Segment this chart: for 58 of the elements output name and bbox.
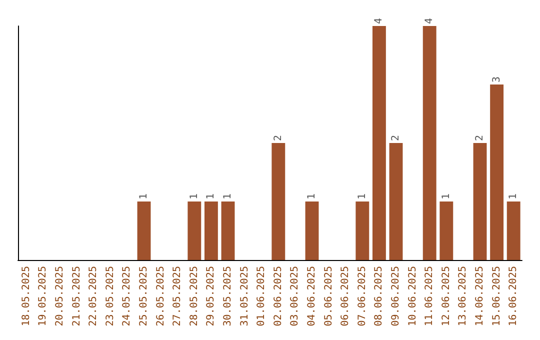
x-tick-label: 07.06.2025	[356, 266, 368, 326]
data-label: 2	[272, 134, 284, 141]
data-label: 4	[374, 18, 385, 24]
bar	[356, 202, 370, 260]
x-tick-label: 16.06.2025	[508, 266, 520, 326]
x-tick-label: 05.06.2025	[323, 266, 334, 326]
data-label: 1	[306, 193, 318, 200]
x-tick-label: 09.06.2025	[390, 266, 402, 326]
data-label: 2	[390, 134, 402, 141]
x-tick-label: 30.05.2025	[222, 266, 234, 326]
x-tick-label: 23.05.2025	[104, 266, 116, 326]
x-tick-label: 06.06.2025	[340, 266, 352, 326]
bar	[422, 26, 436, 260]
data-label: 4	[424, 18, 436, 24]
x-tick-label: 14.06.2025	[474, 266, 486, 326]
data-label: 1	[188, 193, 200, 200]
x-tick-label: 20.05.2025	[54, 266, 66, 326]
x-tick-label: 28.05.2025	[188, 266, 200, 326]
x-tick-label: 04.06.2025	[306, 266, 318, 326]
bar	[204, 202, 218, 260]
x-tick-label: 01.06.2025	[256, 266, 268, 326]
bar	[490, 84, 504, 260]
x-tick-label: 21.05.2025	[71, 266, 82, 326]
bar	[221, 202, 235, 260]
x-tick-label: 15.06.2025	[491, 266, 502, 326]
bar	[188, 202, 202, 260]
data-label: 2	[474, 134, 486, 141]
x-tick-label: 18.05.2025	[20, 266, 32, 326]
data-label: 1	[138, 193, 150, 200]
x-tick-label: 08.06.2025	[374, 266, 385, 326]
data-label: 1	[508, 193, 520, 200]
data-label: 1	[222, 193, 234, 200]
x-tick-label: 12.06.2025	[440, 266, 452, 326]
bar	[272, 143, 286, 260]
x-tick-label: 27.05.2025	[172, 266, 184, 326]
bar	[389, 143, 403, 260]
x-tick-label: 03.06.2025	[290, 266, 301, 326]
x-tick-label: 10.06.2025	[407, 266, 418, 326]
x-tick-label: 25.05.2025	[138, 266, 150, 326]
x-tick-label: 31.05.2025	[239, 266, 250, 326]
bar	[473, 143, 487, 260]
bar	[137, 202, 151, 260]
data-label: 1	[440, 193, 452, 200]
bar	[506, 202, 520, 260]
bar	[372, 26, 386, 260]
x-tick-label: 29.05.2025	[206, 266, 217, 326]
bar	[440, 202, 454, 260]
bar	[305, 202, 319, 260]
x-tick-label: 24.05.2025	[122, 266, 133, 326]
data-label: 3	[491, 76, 502, 82]
x-tick-label: 13.06.2025	[458, 266, 469, 326]
x-tick-label: 22.05.2025	[88, 266, 100, 326]
x-tick-label: 02.06.2025	[272, 266, 284, 326]
x-tick-label: 26.05.2025	[155, 266, 166, 326]
x-tick-label: 19.05.2025	[38, 266, 49, 326]
data-label: 1	[206, 193, 217, 200]
x-tick-label: 11.06.2025	[424, 266, 436, 326]
data-label: 1	[356, 193, 368, 200]
